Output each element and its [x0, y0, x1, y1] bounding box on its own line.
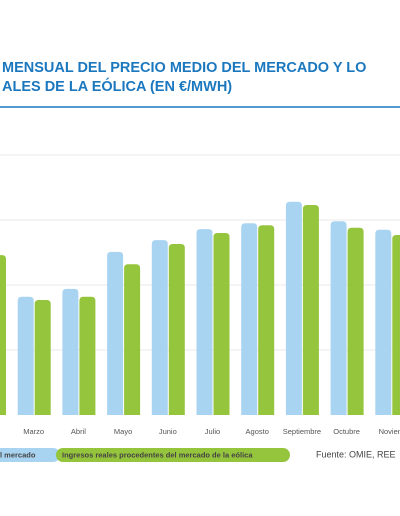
source: Fuente: OMIE, REE: [316, 449, 396, 459]
x-tick-label: Septiembre: [283, 427, 321, 436]
bar: [17, 296, 34, 415]
bar: [330, 221, 347, 415]
bar: [392, 234, 400, 415]
x-tick-label: Octubre: [333, 427, 360, 436]
bar: [151, 240, 168, 415]
bar: [62, 288, 79, 415]
x-tick-label: Julio: [205, 427, 220, 436]
bar: [258, 225, 275, 415]
bar: [107, 251, 124, 415]
x-tick-label: Mayo: [114, 427, 132, 436]
x-tick-label: Noviem: [379, 427, 400, 436]
chart-title: MENSUAL DEL PRECIO MEDIO DEL MERCADO Y L…: [2, 60, 366, 76]
bar: [375, 229, 392, 415]
bar: [168, 244, 185, 415]
bar: [213, 233, 230, 415]
bar: [285, 201, 302, 415]
bar: [0, 255, 6, 415]
x-tick-label: Junio: [159, 427, 177, 436]
chart-title: ALES DE LA EÓLICA (EN €/MWH): [2, 77, 232, 95]
bar: [124, 264, 141, 415]
bar: [34, 299, 51, 415]
bar: [347, 227, 364, 415]
legend-swatch: [0, 448, 60, 462]
bar: [302, 205, 319, 415]
legend-label: Ingresos reales procedentes del mercado …: [62, 450, 253, 459]
bar: [79, 296, 96, 415]
legend-swatch: [56, 448, 290, 462]
legend-label: l mercado: [0, 450, 36, 459]
x-tick-label: Abril: [71, 427, 86, 436]
x-tick-label: Agosto: [246, 427, 269, 436]
x-tick-label: Marzo: [23, 427, 44, 436]
bar: [196, 229, 213, 415]
bar: [241, 223, 258, 415]
